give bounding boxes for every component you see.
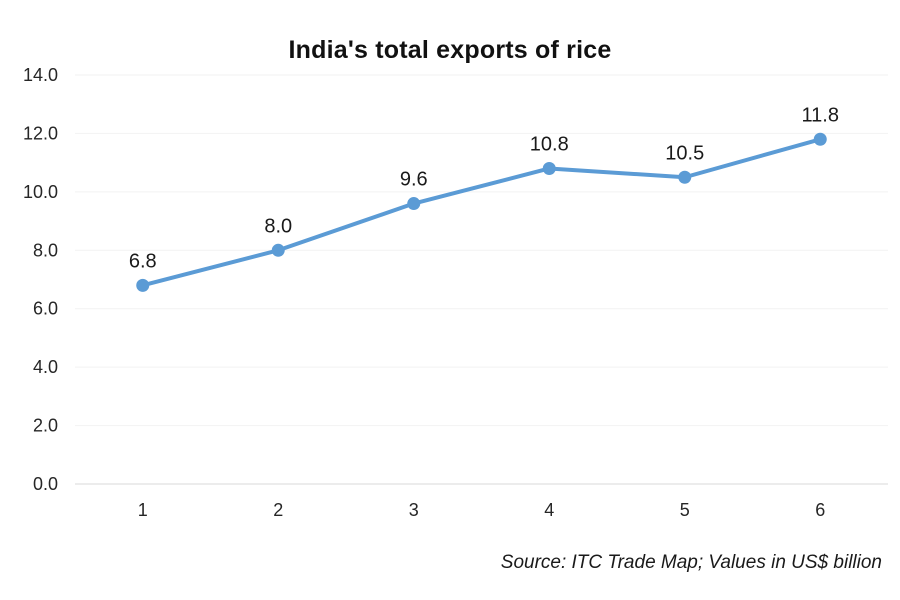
x-axis-tick-label: 5: [680, 500, 690, 520]
y-axis-tick-label: 6.0: [33, 299, 58, 319]
x-axis-tick-label: 2: [273, 500, 283, 520]
y-axis-tick-label: 10.0: [23, 182, 58, 202]
gridlines: [75, 74, 888, 485]
y-axis-tick-label: 4.0: [33, 357, 58, 377]
data-point-label: 8.0: [264, 215, 292, 237]
data-point-marker: [136, 278, 150, 292]
x-axis-tick-label: 4: [544, 500, 554, 520]
data-point-marker: [813, 132, 827, 146]
source-note: Source: ITC Trade Map; Values in US$ bil…: [500, 552, 882, 573]
y-axis-tick-labels: 0.0 2.0 4.0 6.0 8.0 10.0 12.0 14.0: [23, 65, 58, 494]
x-axis-tick-label: 6: [815, 500, 825, 520]
data-point-labels: 6.8 8.0 9.6 10.8 10.5 11.8: [129, 104, 839, 272]
data-point-marker: [271, 243, 285, 257]
data-line: [140, 137, 823, 288]
y-axis-tick-label: 2.0: [33, 416, 58, 436]
data-point-markers: [136, 132, 827, 292]
data-point-label: 11.8: [802, 104, 839, 126]
x-axis-tick-label: 1: [138, 500, 148, 520]
y-axis-tick-label: 0.0: [33, 474, 58, 494]
y-axis-tick-label: 14.0: [23, 65, 58, 85]
data-point-label: 6.8: [129, 250, 157, 272]
data-point-marker: [678, 170, 692, 184]
x-axis-tick-labels: 1 2 3 4 5 6: [138, 500, 826, 520]
data-point-label: 9.6: [400, 169, 428, 191]
y-axis-tick-label: 8.0: [33, 240, 58, 260]
data-point-marker: [542, 161, 556, 175]
x-axis-tick-label: 3: [409, 500, 419, 520]
data-point-marker: [407, 197, 421, 211]
chart-title: India's total exports of rice: [288, 36, 612, 64]
data-point-label: 10.8: [530, 133, 569, 155]
y-axis-tick-label: 12.0: [23, 123, 58, 143]
data-point-label: 10.5: [665, 142, 704, 164]
